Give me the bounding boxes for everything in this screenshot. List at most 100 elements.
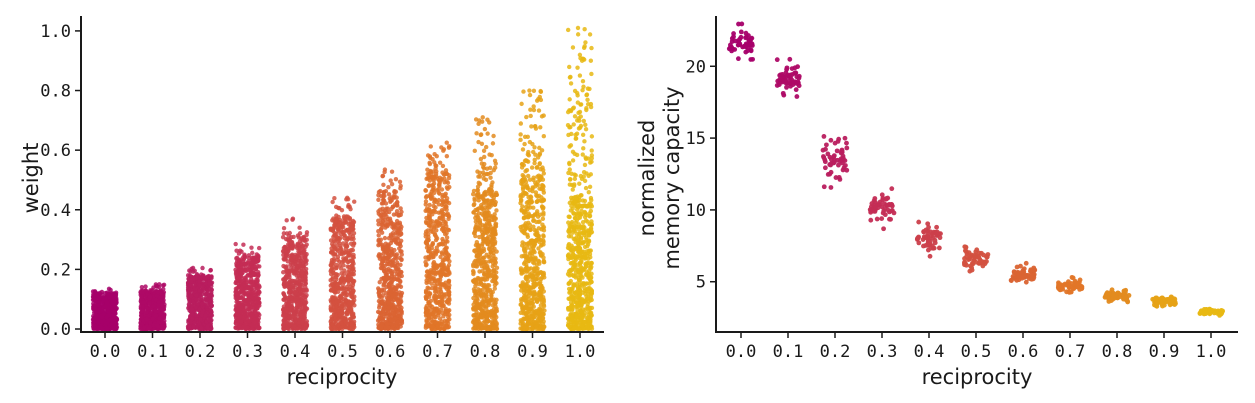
data-point bbox=[197, 279, 202, 284]
data-point bbox=[242, 252, 247, 257]
data-point bbox=[439, 145, 444, 150]
data-point bbox=[492, 286, 498, 291]
data-point bbox=[162, 324, 167, 329]
data-point bbox=[478, 290, 483, 295]
data-point bbox=[486, 302, 491, 308]
data-point bbox=[249, 311, 254, 316]
data-point bbox=[281, 263, 286, 269]
data-point bbox=[139, 314, 144, 320]
data-point bbox=[391, 226, 397, 231]
data-point bbox=[429, 219, 435, 224]
data-point bbox=[436, 242, 441, 247]
data-point bbox=[486, 218, 491, 224]
data-point bbox=[287, 237, 293, 242]
data-point bbox=[114, 297, 119, 302]
data-point bbox=[255, 304, 261, 309]
data-point bbox=[111, 315, 116, 320]
data-point bbox=[445, 227, 451, 232]
data-point bbox=[492, 301, 498, 306]
data-point bbox=[494, 265, 500, 271]
data-point bbox=[352, 199, 357, 204]
data-point bbox=[398, 183, 403, 189]
data-point bbox=[204, 297, 210, 302]
data-point bbox=[428, 144, 433, 149]
data-point bbox=[438, 285, 443, 290]
data-point bbox=[489, 152, 494, 158]
data-point bbox=[249, 245, 254, 250]
data-point bbox=[93, 315, 98, 321]
data-point bbox=[392, 286, 398, 291]
data-point bbox=[379, 299, 385, 305]
data-point bbox=[233, 241, 238, 247]
data-point bbox=[281, 326, 287, 332]
data-point bbox=[284, 283, 290, 288]
data-point bbox=[202, 276, 208, 281]
data-point bbox=[485, 238, 490, 243]
data-point bbox=[434, 199, 439, 205]
data-point bbox=[113, 300, 118, 306]
data-point bbox=[242, 314, 247, 320]
data-point bbox=[284, 269, 289, 274]
data-point bbox=[473, 224, 479, 230]
data-point bbox=[161, 282, 167, 288]
data-point bbox=[441, 225, 446, 231]
data-point bbox=[345, 216, 351, 221]
data-point bbox=[99, 314, 105, 320]
data-point bbox=[350, 278, 355, 284]
data-point bbox=[195, 273, 200, 278]
data-point bbox=[376, 197, 381, 202]
weight-chart: 0.00.20.40.60.81.0 0.0 0.1 0.2 0.3 0.4 0.5 0.6… bbox=[19, 16, 604, 389]
data-point bbox=[200, 301, 205, 307]
data-point bbox=[485, 171, 491, 177]
data-point bbox=[331, 238, 337, 244]
data-point bbox=[284, 218, 289, 223]
data-point bbox=[388, 221, 393, 226]
data-point bbox=[424, 303, 429, 309]
data-point bbox=[346, 278, 351, 283]
data-point bbox=[393, 253, 399, 258]
data-point bbox=[254, 277, 259, 282]
data-point bbox=[446, 269, 452, 275]
data-point bbox=[338, 245, 343, 250]
data-point bbox=[239, 286, 244, 291]
data-point bbox=[389, 325, 395, 330]
data-point bbox=[378, 227, 384, 232]
data-point bbox=[377, 316, 382, 321]
data-point bbox=[397, 179, 403, 185]
data-point bbox=[480, 115, 485, 120]
data-point bbox=[254, 317, 259, 322]
data-point bbox=[395, 319, 401, 325]
data-point bbox=[202, 291, 208, 296]
data-point bbox=[342, 215, 347, 221]
data-point bbox=[472, 196, 477, 201]
data-point bbox=[399, 318, 405, 324]
data-point bbox=[248, 268, 253, 273]
data-point bbox=[349, 263, 355, 269]
data-point bbox=[474, 239, 480, 245]
data-point bbox=[478, 314, 483, 319]
data-point bbox=[474, 312, 479, 318]
data-point bbox=[434, 289, 439, 294]
data-point bbox=[250, 250, 255, 256]
data-point bbox=[113, 290, 119, 295]
data-point bbox=[426, 248, 431, 254]
data-point bbox=[287, 274, 292, 280]
data-point bbox=[427, 207, 432, 212]
data-point bbox=[479, 141, 485, 146]
data-point bbox=[391, 212, 397, 217]
data-point bbox=[193, 312, 199, 318]
data-point bbox=[423, 208, 428, 213]
data-point bbox=[444, 199, 450, 204]
data-point bbox=[446, 262, 452, 268]
data-point bbox=[256, 325, 262, 331]
data-point bbox=[379, 262, 384, 267]
data-point bbox=[472, 148, 477, 154]
data-point bbox=[187, 268, 192, 273]
data-point bbox=[205, 324, 210, 330]
data-point bbox=[440, 170, 445, 175]
data-point bbox=[329, 316, 334, 322]
data-point bbox=[281, 297, 286, 302]
data-point bbox=[377, 324, 382, 329]
data-point bbox=[281, 231, 287, 236]
data-point bbox=[483, 198, 489, 204]
